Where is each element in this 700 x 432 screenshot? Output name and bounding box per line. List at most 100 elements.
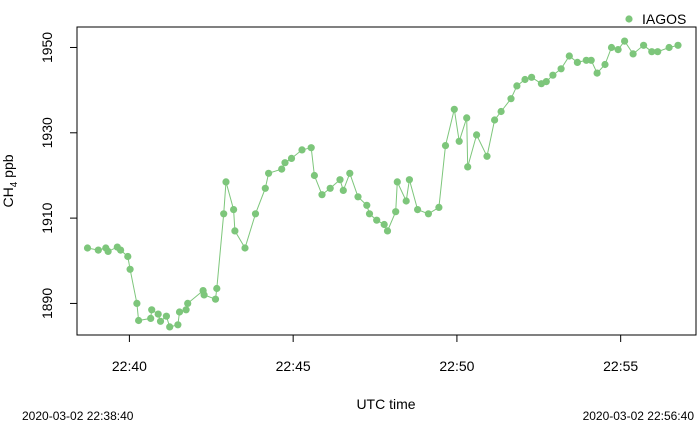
y-tick-label-1: 1910 <box>39 202 55 233</box>
data-point-0-26 <box>230 206 238 214</box>
y-tick-label-2: 1930 <box>39 117 55 148</box>
x-axis: 22:40 22:45 22:50 22:55 <box>112 335 638 374</box>
data-point-0-44 <box>363 201 371 209</box>
data-point-0-61 <box>473 131 481 139</box>
data-point-0-27 <box>231 227 239 235</box>
data-point-0-68 <box>528 73 536 81</box>
data-point-0-64 <box>497 107 505 116</box>
data-point-0-79 <box>607 43 616 52</box>
data-point-0-55 <box>435 203 443 211</box>
y-axis-title-unit: ppb <box>0 154 16 181</box>
data-point-0-67 <box>521 75 529 84</box>
data-point-0-58 <box>455 137 463 145</box>
data-point-0-0 <box>83 244 92 252</box>
data-point-0-63 <box>491 116 499 124</box>
data-point-0-12 <box>154 310 162 318</box>
data-point-0-48 <box>383 227 392 235</box>
data-point-0-43 <box>354 193 362 201</box>
data-point-0-30 <box>261 184 269 192</box>
x-tick-label-3: 22:55 <box>603 358 638 374</box>
data-point-0-85 <box>654 48 662 56</box>
data-point-0-56 <box>441 142 450 150</box>
data-point-0-19 <box>184 299 192 307</box>
data-point-0-84 <box>648 48 656 56</box>
series-layer <box>83 37 682 331</box>
data-point-0-1 <box>94 246 102 254</box>
data-point-0-62 <box>483 152 491 160</box>
x-tick-label-2: 22:50 <box>439 358 474 374</box>
data-point-0-72 <box>557 65 565 73</box>
data-point-0-60 <box>464 163 472 171</box>
y-axis-title: CH4 ppb <box>0 154 20 207</box>
data-point-0-40 <box>336 176 344 184</box>
data-point-0-86 <box>665 43 673 52</box>
data-point-0-34 <box>287 154 296 162</box>
data-point-0-59 <box>463 114 471 122</box>
y-axis-title-main: CH <box>0 187 16 207</box>
data-point-0-52 <box>405 176 413 184</box>
data-point-0-81 <box>621 37 629 45</box>
data-point-0-31 <box>265 169 273 177</box>
y-axis: 1890 1910 1930 1950 <box>39 32 77 319</box>
legend-label-iagos: IAGOS <box>642 11 686 27</box>
data-point-0-66 <box>513 82 521 90</box>
data-point-0-11 <box>148 306 156 314</box>
data-point-0-47 <box>380 220 388 229</box>
data-point-0-29 <box>251 210 260 218</box>
data-point-0-74 <box>573 58 582 66</box>
data-point-0-17 <box>175 308 184 316</box>
end-time-label: 2020-03-02 22:56:40 <box>582 409 694 423</box>
data-point-0-3 <box>104 247 112 255</box>
series-line-0 <box>87 40 679 328</box>
legend-marker-iagos <box>625 15 633 23</box>
plot-frame <box>76 26 697 336</box>
y-axis-title-subscript: 4 <box>9 181 20 187</box>
data-point-0-87 <box>674 41 682 49</box>
data-point-0-21 <box>200 291 208 299</box>
data-point-0-76 <box>587 56 595 64</box>
start-time-label: 2020-03-02 22:38:40 <box>22 409 134 423</box>
data-point-0-25 <box>222 178 230 186</box>
data-point-0-18 <box>182 306 190 314</box>
data-point-0-37 <box>310 171 318 180</box>
data-point-0-7 <box>126 265 134 273</box>
x-tick-label-1: 22:45 <box>276 358 311 374</box>
data-point-0-46 <box>373 216 381 224</box>
data-point-0-16 <box>174 321 182 329</box>
data-point-0-39 <box>326 184 334 192</box>
data-point-0-73 <box>565 52 573 60</box>
data-point-0-23 <box>213 284 221 293</box>
data-point-0-9 <box>135 316 143 325</box>
data-point-0-32 <box>278 165 286 173</box>
legend: IAGOS <box>625 11 686 27</box>
data-point-0-15 <box>166 323 174 331</box>
x-axis-title: UTC time <box>356 396 415 412</box>
data-point-0-57 <box>450 105 458 113</box>
data-point-0-35 <box>298 146 306 154</box>
data-point-0-41 <box>339 186 347 194</box>
data-point-0-78 <box>601 60 609 69</box>
data-point-0-42 <box>346 169 354 177</box>
data-point-0-83 <box>640 41 648 49</box>
data-point-0-6 <box>124 252 132 261</box>
data-point-0-45 <box>365 210 374 218</box>
data-point-0-80 <box>614 46 622 54</box>
data-point-0-22 <box>211 295 220 303</box>
data-point-0-8 <box>133 299 141 307</box>
data-point-0-82 <box>629 50 637 58</box>
data-point-0-14 <box>162 312 170 320</box>
data-point-0-51 <box>402 197 410 205</box>
data-point-0-36 <box>307 144 315 152</box>
data-point-0-13 <box>156 317 165 325</box>
data-point-0-49 <box>392 208 400 216</box>
data-point-0-10 <box>147 314 155 322</box>
x-tick-label-0: 22:40 <box>112 358 147 374</box>
data-point-0-5 <box>117 246 125 254</box>
y-tick-label-0: 1890 <box>39 288 55 319</box>
y-tick-label-3: 1950 <box>39 32 55 63</box>
data-point-0-53 <box>414 206 422 214</box>
data-point-0-33 <box>281 159 289 167</box>
data-point-0-77 <box>593 69 601 77</box>
data-point-0-50 <box>393 178 401 186</box>
